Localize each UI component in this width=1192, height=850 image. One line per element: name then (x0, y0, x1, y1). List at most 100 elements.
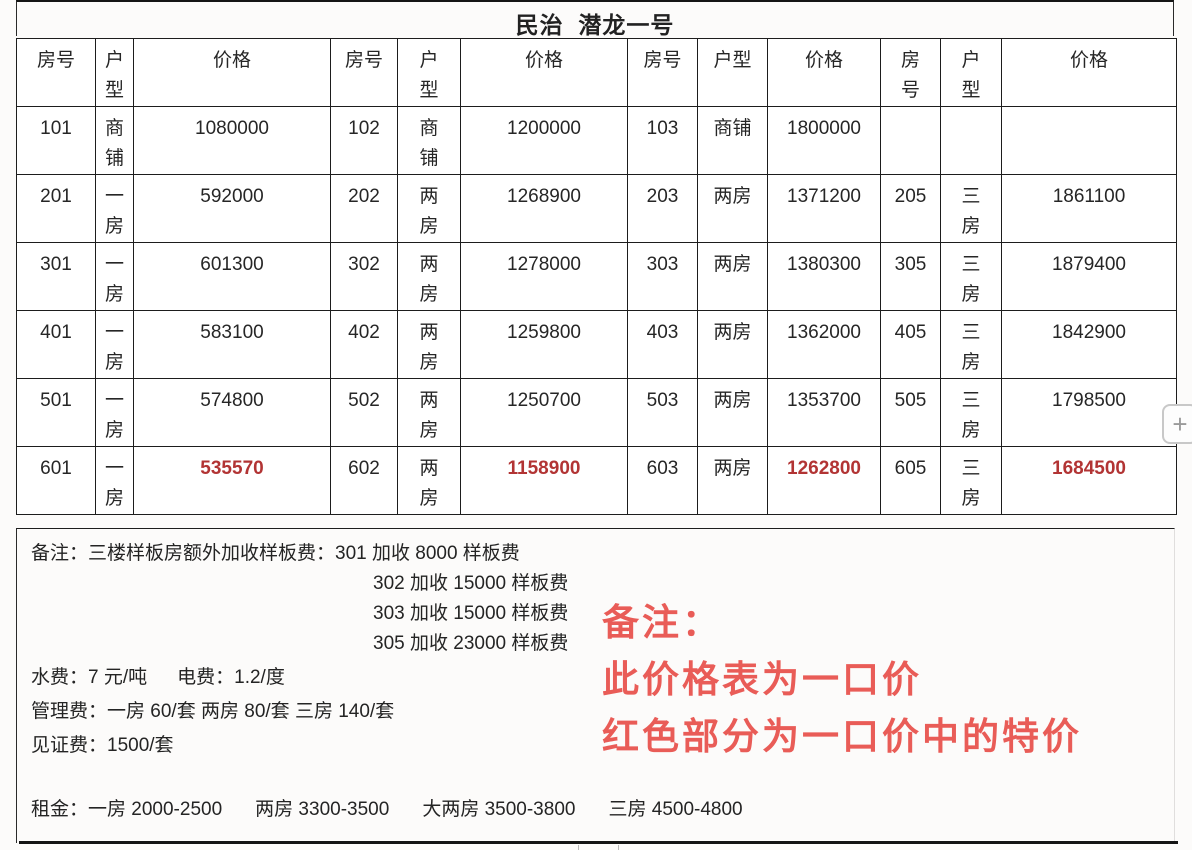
price-cell: 1842900 (1001, 310, 1177, 379)
price-cell: 1362000 (767, 310, 881, 379)
type-cell: 三 房 (940, 174, 1002, 243)
room-cell: 202 (330, 174, 398, 243)
type-cell: 两 房 (397, 310, 461, 379)
price-table: 房号户 型价格 房号户 型价格 房号 户型 价格房 号户 型价格 101 商 铺 10800… (16, 38, 1177, 515)
rent-item: 三房 4500-4800 (608, 799, 743, 820)
price-cell: 574800 (133, 378, 331, 447)
add-button[interactable]: + (1162, 404, 1192, 444)
price-cell: 1200000 (460, 106, 628, 175)
bottom-divider (19, 841, 1178, 844)
price-cell: 583100 (133, 310, 331, 379)
remark-sub-line: 302 加收 15000 样板费 (373, 573, 569, 594)
type-cell: 两房 (697, 174, 768, 243)
type-cell: 三 房 (940, 446, 1002, 515)
type-cell: 两 房 (397, 378, 461, 447)
plus-icon: + (1172, 409, 1188, 439)
room-cell: 501 (16, 378, 96, 447)
header-price-cell: 价格 (1001, 38, 1177, 107)
room-cell: 205 (880, 174, 941, 243)
room-cell: 201 (16, 174, 96, 243)
header-price-cell: 价格 (460, 38, 628, 107)
type-cell: 三 房 (940, 378, 1002, 447)
header-type-cell: 户 型 (940, 38, 1002, 107)
room-cell: 503 (627, 378, 698, 447)
type-cell: 商铺 (697, 106, 768, 175)
type-cell: 两房 (697, 446, 768, 515)
management-fee-line: 管理费：一房 60/套 两房 80/套 三房 140/套 (31, 701, 395, 722)
rent-item: 大两房 3500-3800 (422, 799, 576, 820)
type-cell: 两房 (697, 242, 768, 311)
room-cell: 401 (16, 310, 96, 379)
room-cell: 303 (627, 242, 698, 311)
table-row: 601 一 房 535570 602 两 房 1158900 603 两房 1262800 605… (16, 446, 1177, 515)
rent-item: 租金：一房 2000-2500 (31, 799, 223, 820)
remark-sub-line: 303 加收 15000 样板费 (373, 603, 569, 624)
price-cell: 1371200 (767, 174, 881, 243)
water-fee: 水费：7 元/吨 (31, 667, 148, 688)
type-cell: 两 房 (397, 446, 461, 515)
price-cell: 1380300 (767, 242, 881, 311)
room-cell (880, 106, 941, 175)
type-cell: 两 房 (397, 242, 461, 311)
price-cell: 1250700 (460, 378, 628, 447)
header-room-cell: 房号 (330, 38, 398, 107)
room-cell: 203 (627, 174, 698, 243)
price-cell: 1262800 (767, 446, 881, 515)
room-cell: 403 (627, 310, 698, 379)
next-row-cell-edge (578, 845, 579, 850)
page-title: 民治 潜龙一号 (16, 0, 1174, 38)
rent-item: 两房 3300-3500 (255, 799, 390, 820)
header-room-cell: 房 号 (880, 38, 941, 107)
type-cell (940, 106, 1002, 175)
price-cell: 1684500 (1001, 446, 1177, 515)
price-cell: 1879400 (1001, 242, 1177, 311)
header-price-cell: 价格 (133, 38, 331, 107)
price-cell (1001, 106, 1177, 175)
room-cell: 103 (627, 106, 698, 175)
header-type-cell: 户 型 (95, 38, 134, 107)
room-cell: 402 (330, 310, 398, 379)
table-row: 401 一 房 583100 402 两 房 1259800 403 两房 1362000 405… (16, 310, 1177, 379)
type-cell: 商 铺 (95, 106, 134, 175)
room-cell: 505 (880, 378, 941, 447)
price-cell: 1798500 (1001, 378, 1177, 447)
next-row-cell-edge (618, 845, 619, 850)
price-cell: 535570 (133, 446, 331, 515)
price-cell: 1080000 (133, 106, 331, 175)
room-cell: 101 (16, 106, 96, 175)
room-cell: 405 (880, 310, 941, 379)
type-cell: 三 房 (940, 242, 1002, 311)
header-type-cell: 户型 (697, 38, 768, 107)
type-cell: 一 房 (95, 446, 134, 515)
room-cell: 602 (330, 446, 398, 515)
price-cell: 1259800 (460, 310, 628, 379)
header-type-cell: 户 型 (397, 38, 461, 107)
table-row: 501 一 房 574800 502 两 房 1250700 503 两房 1353700 505… (16, 378, 1177, 447)
table-row: 201 一 房 592000 202 两 房 1268900 203 两房 1371200 205… (16, 174, 1177, 243)
type-cell: 一 房 (95, 310, 134, 379)
price-cell: 1158900 (460, 446, 628, 515)
room-cell: 102 (330, 106, 398, 175)
type-cell: 两 房 (397, 174, 461, 243)
room-cell: 603 (627, 446, 698, 515)
price-cell: 1353700 (767, 378, 881, 447)
type-cell: 一 房 (95, 242, 134, 311)
type-cell: 三 房 (940, 310, 1002, 379)
type-cell: 商 铺 (397, 106, 461, 175)
price-cell: 1861100 (1001, 174, 1177, 243)
type-cell: 一 房 (95, 378, 134, 447)
price-cell: 1800000 (767, 106, 881, 175)
table-row: 101 商 铺 1080000 102 商 铺 1200000 103 商铺 1800000 (16, 106, 1177, 175)
room-cell: 601 (16, 446, 96, 515)
price-table-body: 101 商 铺 1080000 102 商 铺 1200000 103 商铺 1800000 20… (16, 106, 1177, 515)
room-cell: 502 (330, 378, 398, 447)
rent-line: 租金：一房 2000-2500 两房 3300-3500 大两房 3500-3800… (31, 795, 1174, 825)
electric-fee: 电费：1.2/度 (177, 667, 285, 688)
room-cell: 302 (330, 242, 398, 311)
notes-section: 备注：三楼样板房额外加收样板费：301 加收 8000 样板费 302 加收 1… (16, 528, 1175, 843)
price-table-header: 房号户 型价格 房号户 型价格 房号 户型 价格房 号户 型价格 (16, 38, 1177, 107)
price-cell: 1278000 (460, 242, 628, 311)
header-room-cell: 房号 (16, 38, 96, 107)
remark-sub-line: 305 加收 23000 样板费 (373, 633, 569, 654)
utility-fee-line: 水费：7 元/吨 电费：1.2/度 (31, 663, 1174, 693)
